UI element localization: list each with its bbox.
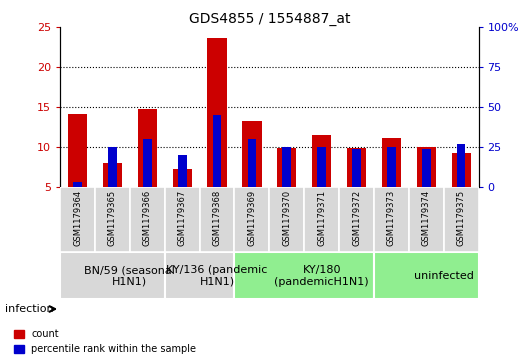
Bar — [277, 148, 297, 187]
Text: BN/59 (seasonal
H1N1): BN/59 (seasonal H1N1) — [84, 265, 175, 287]
Bar — [95, 187, 130, 252]
Bar — [165, 187, 200, 252]
Text: GSM1179374: GSM1179374 — [422, 189, 431, 246]
Text: GSM1179368: GSM1179368 — [212, 189, 222, 246]
Bar — [234, 187, 269, 252]
Bar — [451, 154, 471, 187]
Bar — [422, 148, 430, 187]
Bar — [282, 147, 291, 187]
Text: GSM1179375: GSM1179375 — [457, 189, 465, 246]
Title: GDS4855 / 1554887_at: GDS4855 / 1554887_at — [189, 12, 350, 26]
Bar — [304, 187, 339, 252]
Text: GSM1179364: GSM1179364 — [73, 189, 82, 246]
Bar — [457, 144, 465, 187]
Text: GSM1179370: GSM1179370 — [282, 189, 291, 246]
Bar — [374, 252, 479, 299]
Bar — [234, 252, 374, 299]
Bar — [317, 147, 326, 187]
Bar — [242, 121, 262, 187]
Text: uninfected: uninfected — [414, 271, 474, 281]
Bar — [200, 187, 234, 252]
Bar — [68, 114, 87, 187]
Bar — [138, 110, 157, 187]
Text: GSM1179365: GSM1179365 — [108, 189, 117, 246]
Text: KY/136 (pandemic
H1N1): KY/136 (pandemic H1N1) — [166, 265, 268, 287]
Bar — [417, 147, 436, 187]
Bar — [143, 139, 152, 187]
Text: GSM1179372: GSM1179372 — [352, 189, 361, 246]
Bar — [130, 187, 165, 252]
Bar — [173, 168, 192, 187]
Bar — [103, 163, 122, 187]
Bar — [387, 147, 396, 187]
Text: GSM1179367: GSM1179367 — [178, 189, 187, 246]
Bar — [382, 138, 401, 187]
Text: GSM1179369: GSM1179369 — [247, 189, 256, 246]
Bar — [444, 187, 479, 252]
Bar — [312, 135, 331, 187]
Bar — [60, 187, 95, 252]
Text: GSM1179371: GSM1179371 — [317, 189, 326, 246]
Bar — [108, 147, 117, 187]
Bar — [60, 252, 165, 299]
Text: KY/180
(pandemicH1N1): KY/180 (pandemicH1N1) — [275, 265, 369, 287]
Bar — [247, 139, 256, 187]
Bar — [73, 182, 82, 187]
Text: GSM1179373: GSM1179373 — [387, 189, 396, 246]
Bar — [374, 187, 409, 252]
Bar — [208, 38, 226, 187]
Bar — [409, 187, 444, 252]
Bar — [213, 115, 221, 187]
Bar — [347, 148, 366, 187]
Text: GSM1179366: GSM1179366 — [143, 189, 152, 246]
Bar — [339, 187, 374, 252]
Legend: count, percentile rank within the sample: count, percentile rank within the sample — [10, 326, 200, 358]
Bar — [178, 155, 187, 187]
Bar — [165, 252, 234, 299]
Bar — [352, 148, 361, 187]
Bar — [269, 187, 304, 252]
Text: infection: infection — [5, 304, 54, 314]
